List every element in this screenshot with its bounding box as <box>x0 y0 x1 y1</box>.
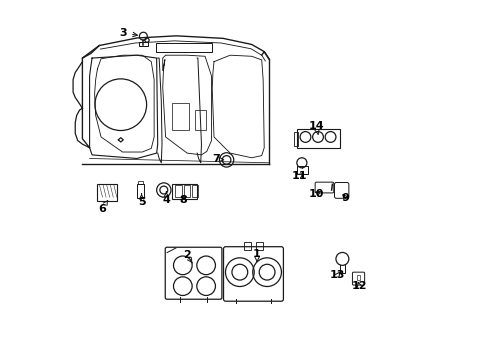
Text: 1: 1 <box>253 248 261 262</box>
Bar <box>191 185 198 197</box>
Bar <box>297 129 339 148</box>
Text: 12: 12 <box>351 281 366 291</box>
Text: 13: 13 <box>329 270 345 280</box>
Bar <box>172 103 189 130</box>
Text: 8: 8 <box>179 195 187 205</box>
Text: 14: 14 <box>308 121 324 134</box>
Text: 3: 3 <box>119 28 137 38</box>
Bar <box>183 185 190 197</box>
Bar <box>293 132 297 145</box>
Text: 9: 9 <box>341 193 349 203</box>
Bar <box>139 42 148 45</box>
Bar <box>138 181 142 184</box>
Bar <box>156 42 211 51</box>
Bar <box>296 166 307 174</box>
Bar <box>244 242 250 249</box>
Text: 11: 11 <box>291 171 306 181</box>
Bar <box>195 110 205 130</box>
Bar <box>175 185 182 197</box>
Text: 10: 10 <box>308 189 323 199</box>
Text: 5: 5 <box>138 194 145 207</box>
Bar <box>356 275 360 280</box>
Text: 4: 4 <box>162 192 170 205</box>
Text: 7: 7 <box>211 154 223 164</box>
Text: 2: 2 <box>183 250 192 263</box>
Text: 6: 6 <box>98 201 107 214</box>
Bar <box>137 184 144 198</box>
Bar <box>256 242 262 249</box>
Bar <box>97 184 117 201</box>
Bar <box>171 184 196 199</box>
